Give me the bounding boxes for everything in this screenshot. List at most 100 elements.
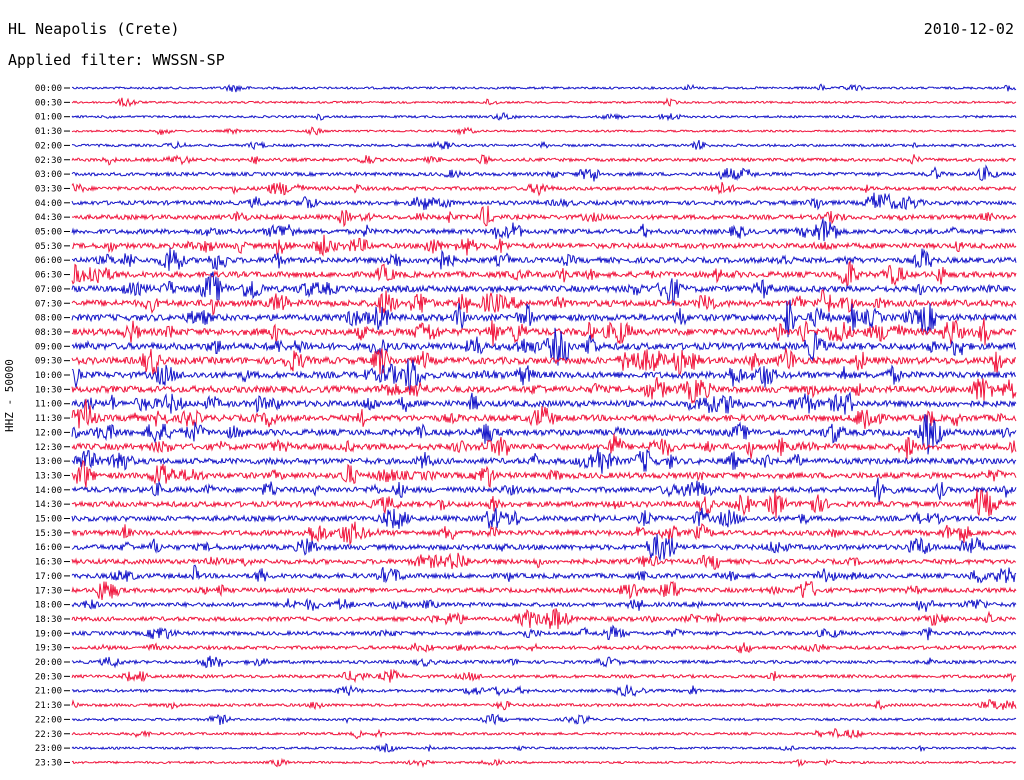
row-time-label: 08:30 (35, 328, 62, 338)
station-title: HL Neapolis (Crete) (8, 20, 180, 38)
row-time-label: 12:00 (35, 428, 62, 438)
row-time-label: 19:00 (35, 629, 62, 639)
row-time-label: 20:00 (35, 658, 62, 668)
row-time-label: 15:30 (35, 529, 62, 539)
seismic-trace (71, 247, 1017, 271)
row-time-label: 09:30 (35, 357, 62, 367)
seismic-trace (71, 327, 1017, 366)
row-time-label: 05:30 (35, 242, 62, 252)
row-time-label: 15:00 (35, 515, 62, 525)
seismic-trace (71, 477, 1017, 503)
row-time-label: 22:00 (35, 715, 62, 725)
seismic-trace (71, 727, 1017, 740)
row-time-label: 09:00 (35, 342, 62, 352)
seismic-trace (71, 521, 1017, 546)
seismic-trace (71, 642, 1017, 654)
row-time-label: 06:30 (35, 271, 62, 281)
row-time-label: 16:00 (35, 543, 62, 553)
row-time-label: 11:30 (35, 414, 62, 424)
seismic-trace (71, 348, 1017, 376)
row-time-label: 02:30 (35, 156, 62, 166)
row-time-label: 05:00 (35, 228, 62, 238)
seismic-trace (71, 413, 1017, 455)
seismic-trace (71, 552, 1017, 571)
row-time-label: 14:30 (35, 500, 62, 510)
seismic-trace (71, 218, 1017, 242)
seismic-trace (71, 260, 1017, 289)
seismic-trace (71, 489, 1017, 519)
seismic-trace (71, 564, 1017, 584)
seismic-trace (71, 164, 1017, 182)
row-time-label: 21:00 (35, 687, 62, 697)
row-time-label: 02:00 (35, 141, 62, 151)
date-label: 2010-12-02 (923, 20, 1014, 38)
row-time-label: 16:30 (35, 558, 62, 568)
row-time-label: 00:00 (35, 84, 62, 94)
seismic-trace (71, 433, 1017, 460)
row-time-label: 04:30 (35, 213, 62, 223)
filter-label: Applied filter: WWSSN-SP (8, 51, 225, 69)
seismic-trace (71, 742, 1017, 753)
seismic-trace (71, 126, 1017, 136)
row-time-label: 23:30 (35, 758, 62, 768)
row-time-label: 21:30 (35, 701, 62, 711)
seismic-trace (71, 271, 1016, 306)
row-time-label: 07:30 (35, 299, 62, 309)
seismic-trace (72, 83, 1017, 93)
seismic-trace (71, 112, 1017, 122)
row-time-label: 11:00 (35, 400, 62, 410)
seismic-trace (71, 97, 1017, 108)
seismic-trace (71, 447, 1017, 474)
seismic-trace (71, 699, 1017, 711)
seismic-trace (71, 299, 1017, 338)
row-time-label: 01:30 (35, 127, 62, 137)
row-time-label: 10:00 (35, 371, 62, 381)
seismic-trace (71, 317, 1017, 347)
seismic-trace (71, 358, 1016, 391)
seismic-trace (71, 580, 1017, 600)
row-time-label: 13:00 (35, 457, 62, 467)
row-time-label: 08:00 (35, 314, 62, 324)
row-time-label: 14:00 (35, 486, 62, 496)
seismic-trace (71, 398, 1017, 429)
row-time-label: 12:30 (35, 443, 62, 453)
seismic-trace (71, 533, 1017, 562)
seismic-trace (71, 377, 1017, 404)
seismic-trace (71, 205, 1017, 228)
seismic-trace (71, 391, 1017, 415)
row-time-label: 03:30 (35, 184, 62, 194)
row-time-label: 04:00 (35, 199, 62, 209)
seismic-trace (71, 757, 1017, 769)
seismic-trace (71, 139, 1017, 151)
seismic-trace (71, 507, 1017, 529)
row-time-label: 19:30 (35, 644, 62, 654)
row-time-label: 18:00 (35, 601, 62, 611)
row-time-label: 17:00 (35, 572, 62, 582)
row-time-label: 06:00 (35, 256, 62, 266)
seismic-trace (71, 684, 1017, 697)
seismic-trace (71, 234, 1017, 257)
seismic-trace (71, 608, 1017, 630)
row-time-label: 00:30 (35, 98, 62, 108)
seismic-trace (71, 597, 1017, 612)
row-time-label: 23:00 (35, 744, 62, 754)
seismic-trace (71, 192, 1017, 211)
seismic-trace (71, 655, 1017, 669)
seismic-trace (71, 154, 1016, 166)
seismic-trace (71, 668, 1017, 684)
seismic-trace (71, 182, 1017, 197)
seismic-trace (71, 459, 1017, 489)
row-time-label: 20:30 (35, 672, 62, 682)
seismic-trace (71, 288, 1017, 316)
seismic-trace (71, 713, 1017, 726)
seismic-trace (71, 624, 1017, 641)
row-time-label: 22:30 (35, 730, 62, 740)
row-time-label: 18:30 (35, 615, 62, 625)
row-time-label: 01:00 (35, 113, 62, 123)
row-time-label: 07:00 (35, 285, 62, 295)
row-time-label: 17:30 (35, 586, 62, 596)
row-time-label: 13:30 (35, 471, 62, 481)
row-time-label: 10:30 (35, 385, 62, 395)
row-time-label: 03:00 (35, 170, 62, 180)
